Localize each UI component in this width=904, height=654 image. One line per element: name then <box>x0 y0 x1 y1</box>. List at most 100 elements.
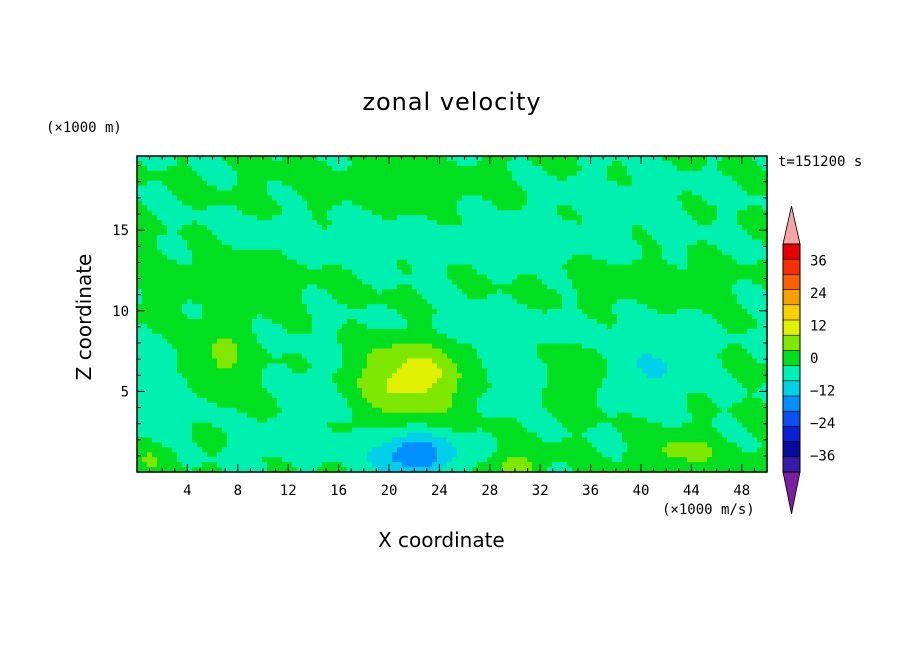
field-cell <box>247 264 253 271</box>
field-cell <box>662 289 668 295</box>
field-cell <box>592 304 598 310</box>
field-cell <box>277 239 283 246</box>
field-cell <box>222 343 228 350</box>
field-cell <box>257 249 263 256</box>
field-cell <box>497 244 503 251</box>
field-cell <box>322 235 328 241</box>
field-cell <box>362 215 368 221</box>
field-cell <box>517 328 523 335</box>
field-cell <box>322 274 328 281</box>
field-cell <box>342 294 348 300</box>
field-cell <box>267 279 273 285</box>
field-cell <box>427 269 433 276</box>
field-cell <box>697 338 703 345</box>
field-cell <box>282 205 288 211</box>
field-cell <box>167 170 173 177</box>
field-cell <box>602 259 608 266</box>
field-cell <box>342 205 348 211</box>
field-cell <box>492 205 498 211</box>
field-cell <box>627 264 633 271</box>
field-cell <box>762 299 768 305</box>
field-cell <box>417 254 423 261</box>
field-cell <box>312 294 318 300</box>
field-cell <box>332 309 338 315</box>
field-cell <box>477 180 483 187</box>
field-cell <box>682 244 688 251</box>
field-cell <box>247 175 253 182</box>
field-cell <box>292 225 298 231</box>
field-cell <box>762 318 768 325</box>
field-cell <box>442 220 448 226</box>
field-cell <box>727 259 733 266</box>
field-cell <box>477 156 483 162</box>
field-cell <box>577 343 583 350</box>
field-cell <box>637 165 643 172</box>
field-cell <box>267 318 273 325</box>
field-cell <box>447 264 453 271</box>
field-cell <box>622 215 628 221</box>
field-cell <box>352 289 358 295</box>
field-cell <box>232 323 238 330</box>
field-cell <box>347 215 353 221</box>
field-cell <box>637 343 643 350</box>
field-cell <box>142 299 148 305</box>
field-cell <box>407 264 413 271</box>
field-cell <box>222 215 228 221</box>
field-cell <box>312 195 318 202</box>
field-cell <box>502 180 508 187</box>
field-cell <box>207 210 213 216</box>
field-cell <box>612 160 618 167</box>
field-cell <box>452 333 458 340</box>
field-cell <box>572 304 578 310</box>
field-cell <box>287 284 293 290</box>
field-cell <box>747 309 753 315</box>
field-cell <box>642 318 648 325</box>
field-cell <box>352 284 358 290</box>
field-cell <box>262 259 268 266</box>
field-cell <box>627 323 633 330</box>
field-cell <box>272 294 278 300</box>
field-cell <box>742 210 748 216</box>
field-cell <box>642 323 648 330</box>
field-cell <box>282 160 288 167</box>
field-cell <box>507 230 513 236</box>
field-cell <box>662 215 668 221</box>
field-cell <box>337 323 343 330</box>
field-cell <box>672 185 678 192</box>
field-cell <box>172 323 178 330</box>
field-cell <box>387 185 393 192</box>
field-cell <box>307 156 313 162</box>
field-cell <box>237 156 243 162</box>
field-cell <box>207 318 213 325</box>
field-cell <box>552 170 558 177</box>
field-cell <box>532 318 538 325</box>
field-cell <box>137 333 143 340</box>
field-cell <box>342 244 348 251</box>
field-cell <box>417 314 423 320</box>
field-cell <box>602 175 608 182</box>
field-cell <box>197 170 203 177</box>
field-cell <box>497 289 503 295</box>
field-cell <box>457 338 463 345</box>
field-cell <box>672 259 678 266</box>
field-cell <box>282 323 288 330</box>
field-cell <box>387 309 393 315</box>
field-cell <box>182 225 188 231</box>
field-cell <box>417 323 423 330</box>
field-cell <box>342 185 348 192</box>
field-cell <box>337 333 343 340</box>
field-cell <box>367 244 373 251</box>
field-cell <box>557 309 563 315</box>
field-cell <box>507 348 513 355</box>
field-cell <box>412 318 418 325</box>
field-cell <box>242 269 248 276</box>
field-cell <box>612 279 618 285</box>
field-cell <box>632 175 638 182</box>
field-cell <box>477 289 483 295</box>
field-cell <box>347 244 353 251</box>
field-cell <box>142 348 148 355</box>
field-cell <box>187 175 193 182</box>
field-cell <box>267 220 273 226</box>
field-cell <box>712 264 718 271</box>
field-cell <box>717 294 723 300</box>
